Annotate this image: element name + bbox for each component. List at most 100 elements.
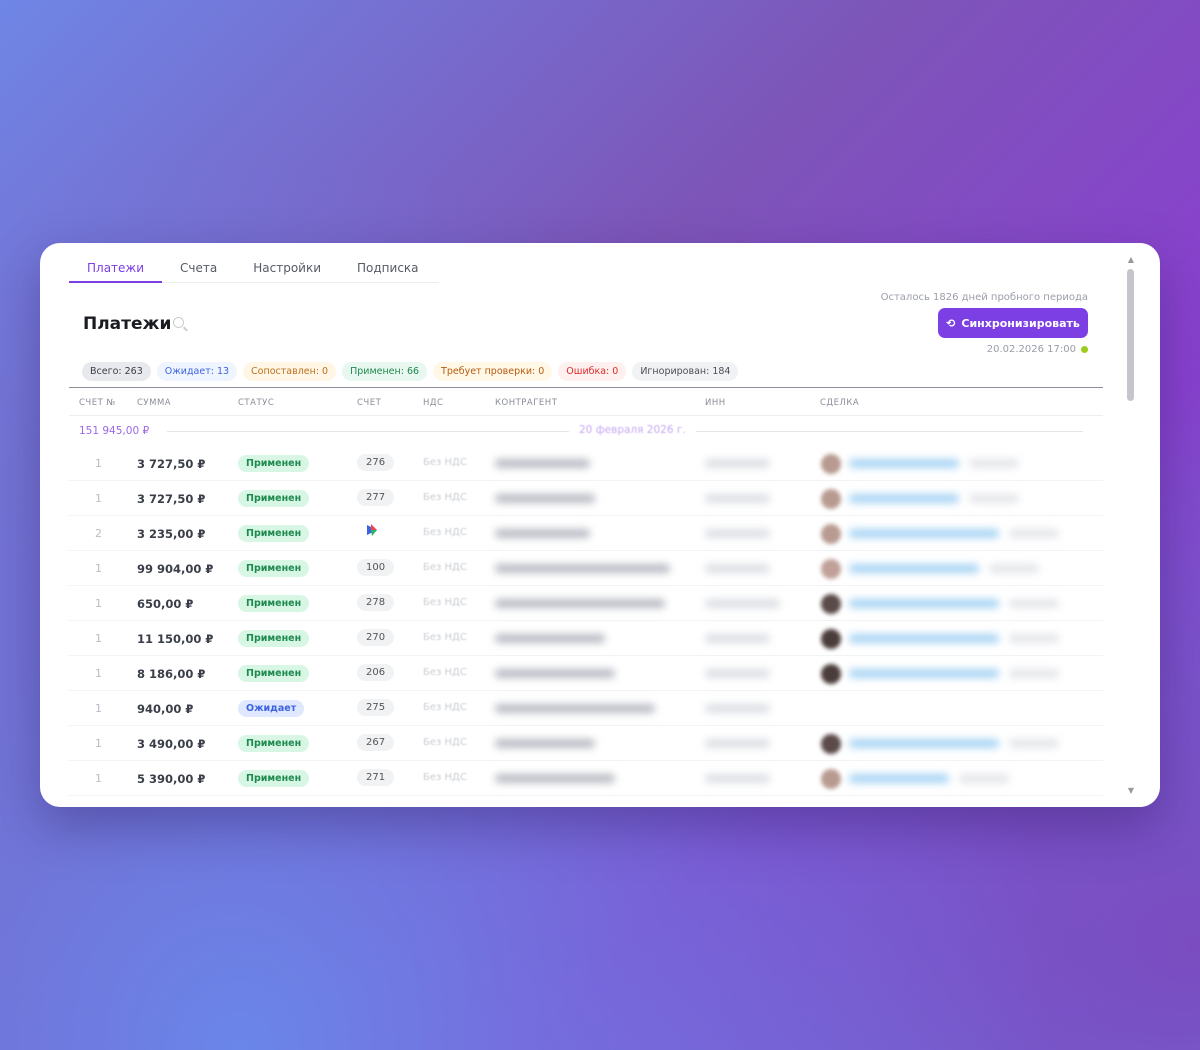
vat: Без НДС bbox=[423, 667, 467, 678]
table-row[interactable]: 1 8 186,00 ₽ Применен 206 Без НДС bbox=[69, 656, 1103, 691]
filter-chip[interactable]: Требует проверки: 0 bbox=[433, 362, 553, 381]
table-row[interactable]: 1 3 490,00 ₽ Применен 267 Без НДС bbox=[69, 726, 1103, 761]
deal-date-blurred bbox=[969, 459, 1019, 468]
tab-0[interactable]: Платежи bbox=[69, 253, 163, 283]
account-badge[interactable]: 277 bbox=[357, 489, 395, 506]
vat: Без НДС bbox=[423, 562, 467, 573]
status-badge: Применен bbox=[238, 560, 310, 577]
deal-link-blurred[interactable] bbox=[849, 774, 949, 783]
filter-chip[interactable]: Ошибка: 0 bbox=[558, 362, 627, 381]
row-sum: 3 490,00 ₽ bbox=[137, 737, 206, 751]
filter-chip[interactable]: Применен: 66 bbox=[342, 362, 428, 381]
table-row[interactable]: 1 650,00 ₽ Применен 278 Без НДС bbox=[69, 586, 1103, 621]
status-badge: Применен bbox=[238, 665, 310, 682]
table-row[interactable]: 1 5 390,00 ₽ Применен 271 Без НДС bbox=[69, 761, 1103, 796]
status-badge: Применен bbox=[238, 630, 310, 647]
tab-3[interactable]: Подписка bbox=[357, 261, 419, 275]
counterparty-blurred bbox=[495, 634, 605, 643]
counterparty-blurred bbox=[495, 739, 595, 748]
sync-icon: ⟲ bbox=[946, 316, 956, 330]
counterparty-blurred bbox=[495, 494, 595, 503]
deal-link-blurred[interactable] bbox=[849, 529, 999, 538]
avatar bbox=[821, 524, 841, 544]
avatar bbox=[821, 594, 841, 614]
status-badge: Применен bbox=[238, 455, 310, 472]
status-dot-icon bbox=[1081, 346, 1088, 353]
vat: Без НДС bbox=[423, 597, 467, 608]
trial-text: Осталось 1826 дней пробного периода bbox=[880, 292, 1088, 303]
filter-chip[interactable]: Ожидает: 13 bbox=[156, 362, 238, 381]
account-badge[interactable]: 206 bbox=[357, 664, 395, 681]
status-badge: Применен bbox=[238, 770, 310, 787]
row-number: 1 bbox=[95, 457, 102, 470]
scrollbar[interactable] bbox=[1127, 269, 1134, 401]
avatar bbox=[821, 559, 841, 579]
counterparty-blurred bbox=[495, 669, 615, 678]
table-row[interactable]: 1 99 904,00 ₽ Применен 100 Без НДС bbox=[69, 551, 1103, 586]
column-header[interactable]: НДС bbox=[423, 398, 444, 408]
search-icon[interactable] bbox=[173, 317, 184, 328]
group-date: 20 февраля 2026 г. bbox=[569, 424, 696, 436]
tab-1[interactable]: Счета bbox=[180, 261, 218, 275]
table-row[interactable]: 1 3 727,50 ₽ Применен 276 Без НДС bbox=[69, 446, 1103, 481]
column-header[interactable]: СУММА bbox=[137, 398, 172, 408]
filter-chips: Всего: 263 Ожидает: 13 Сопоставлен: 0 Приме… bbox=[82, 362, 739, 381]
table-row[interactable]: 1 940,00 ₽ Ожидает 275 Без НДС bbox=[69, 691, 1103, 726]
column-header[interactable]: ИНН bbox=[705, 398, 726, 408]
date-group: 151 945,00 ₽ 20 февраля 2026 г. bbox=[69, 423, 1093, 439]
deal-link-blurred[interactable] bbox=[849, 634, 999, 643]
column-header[interactable]: СЧЕТ № bbox=[79, 398, 116, 408]
account-badge[interactable]: 278 bbox=[357, 594, 395, 611]
inn-blurred bbox=[705, 669, 770, 678]
column-header[interactable]: КОНТРАГЕНТ bbox=[495, 398, 558, 408]
account-badge[interactable]: 270 bbox=[357, 629, 395, 646]
vat: Без НДС bbox=[423, 632, 467, 643]
deal-link-blurred[interactable] bbox=[849, 494, 959, 503]
column-header[interactable]: СТАТУС bbox=[238, 398, 275, 408]
multicolor-logo-icon[interactable] bbox=[365, 523, 379, 540]
avatar bbox=[821, 664, 841, 684]
vat: Без НДС bbox=[423, 527, 467, 538]
sync-button[interactable]: ⟲ Синхронизировать bbox=[938, 308, 1088, 338]
inn-blurred bbox=[705, 634, 770, 643]
inn-blurred bbox=[705, 774, 770, 783]
deal-link-blurred[interactable] bbox=[849, 739, 999, 748]
deal-link-blurred[interactable] bbox=[849, 459, 959, 468]
sync-date: 20.02.2026 17:00 bbox=[987, 344, 1088, 355]
deal-date-blurred bbox=[1009, 599, 1059, 608]
inn-blurred bbox=[705, 704, 770, 713]
scroll-up-icon[interactable]: ▲ bbox=[1127, 255, 1134, 264]
row-sum: 5 390,00 ₽ bbox=[137, 772, 206, 786]
row-sum: 3 235,00 ₽ bbox=[137, 527, 206, 541]
deal-link-blurred[interactable] bbox=[849, 669, 999, 678]
column-header[interactable]: СДЕЛКА bbox=[820, 398, 860, 408]
deal-date-blurred bbox=[1009, 529, 1059, 538]
filter-chip[interactable]: Сопоставлен: 0 bbox=[243, 362, 337, 381]
account-badge[interactable]: 276 bbox=[357, 454, 395, 471]
inn-blurred bbox=[705, 599, 780, 608]
tab-2[interactable]: Настройки bbox=[253, 261, 322, 275]
status-badge: Применен bbox=[238, 735, 310, 752]
filter-chip[interactable]: Игнорирован: 184 bbox=[632, 362, 739, 381]
row-number: 1 bbox=[95, 492, 102, 505]
filter-chip[interactable]: Всего: 263 bbox=[82, 362, 151, 381]
avatar bbox=[821, 454, 841, 474]
table-header: СЧЕТ № СУММА СТАТУС СЧЕТ НДС КОНТРАГЕНТ ИНН СДЕ… bbox=[69, 387, 1103, 416]
account-badge[interactable]: 100 bbox=[357, 559, 395, 576]
scroll-down-icon[interactable]: ▼ bbox=[1127, 786, 1134, 795]
table-row[interactable]: 1 11 150,00 ₽ Применен 270 Без НДС bbox=[69, 621, 1103, 656]
column-header[interactable]: СЧЕТ bbox=[357, 398, 382, 408]
avatar bbox=[821, 629, 841, 649]
deal-link-blurred[interactable] bbox=[849, 564, 979, 573]
row-sum: 940,00 ₽ bbox=[137, 702, 194, 716]
status-badge: Ожидает bbox=[238, 700, 305, 717]
table-row[interactable]: 1 3 727,50 ₽ Применен 277 Без НДС bbox=[69, 481, 1103, 516]
row-sum: 8 186,00 ₽ bbox=[137, 667, 206, 681]
deal-link-blurred[interactable] bbox=[849, 599, 999, 608]
account-badge[interactable]: 275 bbox=[357, 699, 395, 716]
table-row[interactable]: 2 3 235,00 ₽ Применен Без НДС bbox=[69, 516, 1103, 551]
inn-blurred bbox=[705, 564, 770, 573]
account-badge[interactable]: 267 bbox=[357, 734, 395, 751]
vat: Без НДС bbox=[423, 737, 467, 748]
account-badge[interactable]: 271 bbox=[357, 769, 395, 786]
